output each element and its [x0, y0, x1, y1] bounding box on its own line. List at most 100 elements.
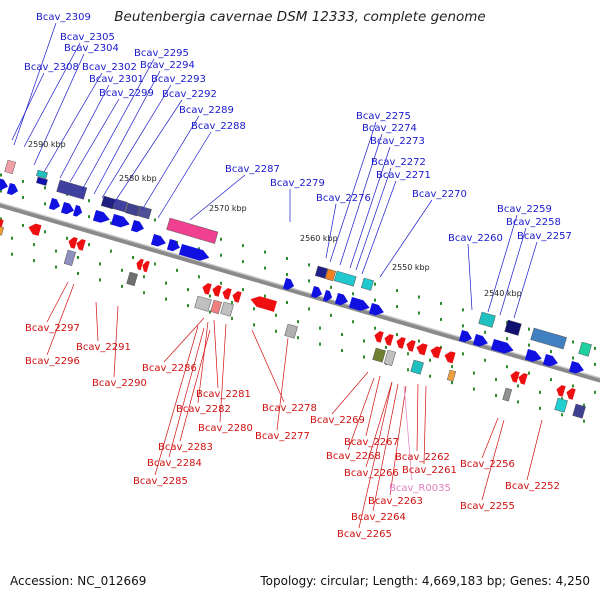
tick-mark [220, 253, 222, 257]
leader-line [481, 417, 499, 459]
tick-mark [308, 307, 310, 311]
ruler-label: 2570 kbp [209, 204, 247, 213]
leader-line [33, 53, 85, 166]
gene-label-forward: Bcav_2289 [179, 105, 234, 116]
forward-gene-arrow [110, 214, 130, 228]
leader-line [526, 419, 543, 481]
gene-label-forward: Bcav_2257 [517, 231, 572, 242]
leader-line [481, 419, 505, 501]
leader-line [93, 70, 161, 195]
gene-label-reverse: Bcav_2283 [158, 442, 213, 453]
reverse-gene-arrow [518, 373, 528, 385]
leader-line [251, 329, 285, 403]
gene-label-forward: Bcav_2287 [225, 164, 280, 175]
forward-gene-arrow [282, 278, 295, 290]
tick-mark [176, 240, 178, 244]
tick-mark [0, 217, 2, 221]
tick-mark [242, 288, 244, 292]
leader-line [347, 377, 375, 451]
forward-gene-arrow [322, 290, 333, 302]
feature-box [446, 369, 457, 382]
gene-label-forward: Bcav_2292 [162, 89, 217, 100]
tick-mark [484, 358, 486, 362]
reverse-gene-arrow [430, 346, 442, 359]
feature-box [530, 327, 567, 350]
leader-line [168, 327, 205, 458]
feature-box [124, 202, 140, 217]
gene-label-reverse: Bcav_2261 [402, 465, 457, 476]
tick-mark [440, 317, 442, 321]
tick-mark [396, 305, 398, 309]
tick-mark [440, 345, 442, 349]
reverse-gene-arrow [212, 285, 222, 297]
feature-box [314, 265, 328, 279]
feature-box [126, 271, 138, 287]
gene-label-rna: Bcav_R0035 [389, 483, 451, 494]
leader-line [59, 84, 110, 179]
feature-box [36, 176, 48, 186]
ruler-label: 2590 kbp [28, 140, 66, 149]
gene-label-reverse: Bcav_2278 [262, 403, 317, 414]
forward-gene-arrow [524, 349, 542, 362]
tick-mark [242, 244, 244, 248]
tick-mark [495, 393, 497, 397]
leader-line [113, 305, 119, 378]
tick-mark [187, 288, 189, 292]
tick-mark [22, 195, 24, 199]
tick-mark [495, 377, 497, 381]
tick-mark [55, 249, 57, 253]
feature-box [504, 319, 522, 336]
feature-box [383, 349, 396, 366]
gene-label-forward: Bcav_2279 [270, 178, 325, 189]
leader-line [69, 98, 120, 183]
leader-line [467, 243, 473, 311]
ruler-label: 2550 kbp [392, 263, 430, 272]
gene-label-reverse: Bcav_2297 [25, 323, 80, 334]
tick-mark [572, 384, 574, 388]
gene-label-reverse: Bcav_2269 [310, 415, 365, 426]
tick-mark [594, 362, 596, 366]
tick-mark [363, 339, 365, 343]
gene-label-reverse: Bcav_2286 [142, 363, 197, 374]
forward-gene-arrow [72, 205, 83, 217]
tick-mark [396, 333, 398, 337]
tick-mark [143, 291, 145, 295]
gene-label-forward: Bcav_2304 [64, 43, 119, 54]
genome-backbone [0, 202, 600, 383]
ruler-labels: 2590 kbp 2580 kbp 2570 kbp 2560 kbp 2550 kbp… [28, 140, 522, 298]
leader-line [163, 317, 205, 363]
gene-label-forward: Bcav_2294 [140, 60, 195, 71]
tick-mark [473, 371, 475, 375]
leader-line [365, 381, 393, 468]
tick-mark [198, 247, 200, 251]
tick-mark [385, 345, 387, 349]
gene-label-reverse: Bcav_2267 [344, 437, 399, 448]
tick-mark [297, 336, 299, 340]
leader-line [339, 133, 383, 266]
leader-line [416, 383, 419, 452]
tick-mark [55, 265, 57, 269]
tick-mark [462, 324, 464, 328]
tick-mark [121, 268, 123, 272]
gene-label-reverse: Bcav_2280 [198, 423, 253, 434]
tick-mark [286, 300, 288, 304]
gene-label-forward: Bcav_2295 [134, 48, 189, 59]
gene-label-forward: Bcav_2302 [82, 62, 137, 73]
tick-mark [286, 272, 288, 276]
tick-mark [143, 275, 145, 279]
feature-box [333, 270, 357, 287]
tick-mark [539, 406, 541, 410]
tick-mark [374, 326, 376, 330]
reverse-gene-arrow [142, 260, 150, 273]
gene-label-forward: Bcav_2260 [448, 233, 503, 244]
forward-gene-arrow [310, 286, 323, 298]
gene-label-forward: Bcav_2271 [376, 170, 431, 181]
gene-features [0, 159, 600, 419]
gene-label-reverse: Bcav_2281 [196, 389, 251, 400]
leader-line [95, 301, 99, 342]
reverse-gene-arrow [556, 385, 566, 397]
leader-line [513, 241, 538, 319]
feature-box [360, 277, 374, 291]
gene-label-reverse: Bcav_2265 [337, 529, 392, 540]
tick-mark [88, 243, 90, 247]
